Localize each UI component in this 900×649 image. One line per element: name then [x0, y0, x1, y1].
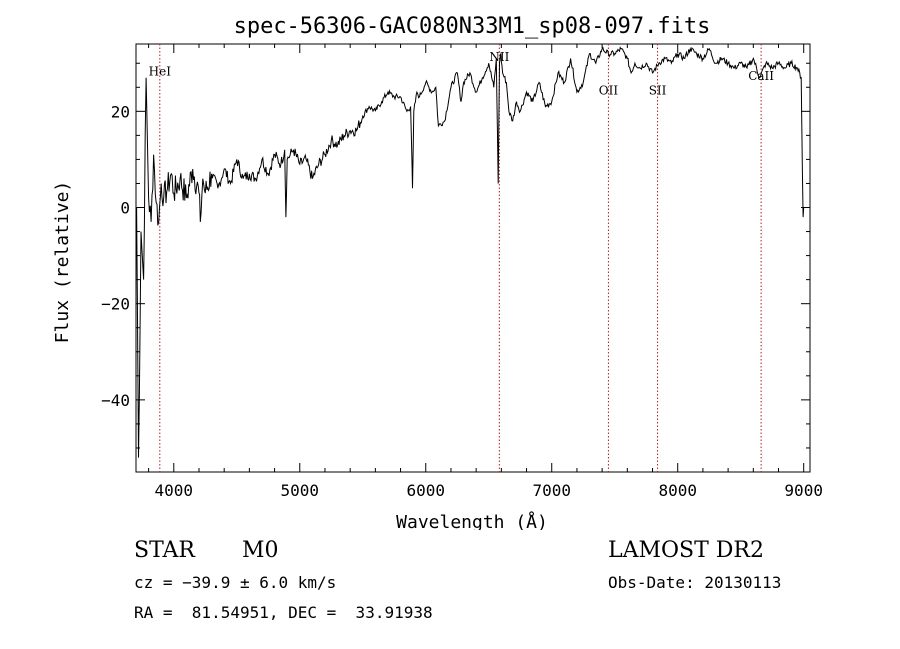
- observation-date: Obs-Date: 20130113: [608, 573, 782, 592]
- x-tick-label: 5000: [281, 481, 320, 500]
- x-tick-label: 8000: [658, 481, 697, 500]
- x-axis-label: Wavelength (Å): [396, 511, 548, 530]
- plot-frame: [135, 43, 811, 473]
- axis-ticks: 4000 5000 6000 7000 8000 9000 −40 −20 0 20: [101, 44, 823, 500]
- x-tick-label: 9000: [784, 481, 823, 500]
- redshift-readout: cz = −39.9 ± 6.0 km/s: [134, 573, 337, 592]
- marker-label-hei: HeI: [149, 64, 172, 78]
- object-subclass: M0: [242, 538, 279, 563]
- y-tick-label: −40: [101, 391, 130, 410]
- chart-title: spec-56306-GAC080N33M1_sp08-097.fits: [234, 14, 711, 39]
- spectrum-plot: spec-56306-GAC080N33M1_sp08-097.fits HeI…: [52, 14, 823, 530]
- object-class: STAR: [134, 538, 195, 563]
- y-tick-label: 20: [111, 102, 130, 121]
- coordinates-readout: RA = 81.54951, DEC = 33.91938: [134, 603, 433, 622]
- marker-label-caii: CaII: [748, 69, 774, 83]
- y-tick-label: 0: [120, 199, 130, 218]
- spectrum-line: [136, 46, 805, 458]
- y-tick-label: −20: [101, 295, 130, 314]
- marker-label-sii: SII: [649, 83, 667, 97]
- x-tick-label: 6000: [406, 481, 445, 500]
- x-tick-label: 4000: [155, 481, 194, 500]
- survey-name: LAMOST DR2: [608, 538, 764, 563]
- emission-line-markers: HeI NII OII SII CaII: [149, 44, 774, 472]
- marker-label-nii: NII: [489, 50, 509, 64]
- marker-label-oii: OII: [599, 83, 619, 97]
- x-tick-label: 7000: [532, 481, 571, 500]
- y-axis-label: Flux (relative): [52, 181, 73, 344]
